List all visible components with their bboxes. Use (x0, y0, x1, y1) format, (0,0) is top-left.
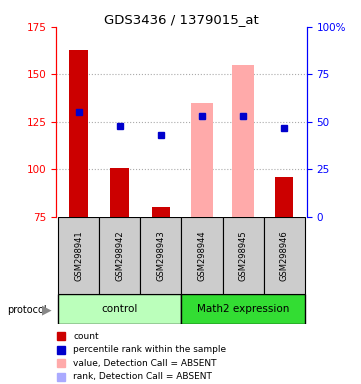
Bar (232, 65, 255, 217)
Title: GDS3436 / 1379015_at: GDS3436 / 1379015_at (104, 13, 259, 26)
Bar (264, 217, 305, 294)
Text: ▶: ▶ (42, 304, 51, 317)
Text: count: count (73, 332, 99, 341)
Bar (58, 217, 99, 294)
Text: value, Detection Call = ABSENT: value, Detection Call = ABSENT (73, 359, 217, 367)
Text: Math2 expression: Math2 expression (197, 304, 289, 314)
Text: GSM298943: GSM298943 (156, 230, 165, 281)
Text: GSM298941: GSM298941 (74, 230, 83, 281)
Bar (152, 207, 170, 217)
Text: protocol: protocol (7, 305, 47, 315)
Bar (222, 217, 264, 294)
Bar (99, 217, 140, 294)
Bar (275, 177, 293, 217)
Bar (58, 294, 182, 324)
Bar (191, 103, 213, 217)
Text: GSM298946: GSM298946 (280, 230, 289, 281)
Text: GSM298944: GSM298944 (197, 230, 206, 281)
Text: percentile rank within the sample: percentile rank within the sample (73, 345, 226, 354)
Text: control: control (101, 304, 138, 314)
Text: GSM298942: GSM298942 (115, 230, 124, 281)
Bar (69, 50, 88, 217)
Bar (110, 167, 129, 217)
Bar (140, 217, 182, 294)
Text: GSM298945: GSM298945 (239, 230, 248, 281)
Text: rank, Detection Call = ABSENT: rank, Detection Call = ABSENT (73, 372, 212, 381)
Bar (182, 294, 305, 324)
Bar (182, 217, 222, 294)
